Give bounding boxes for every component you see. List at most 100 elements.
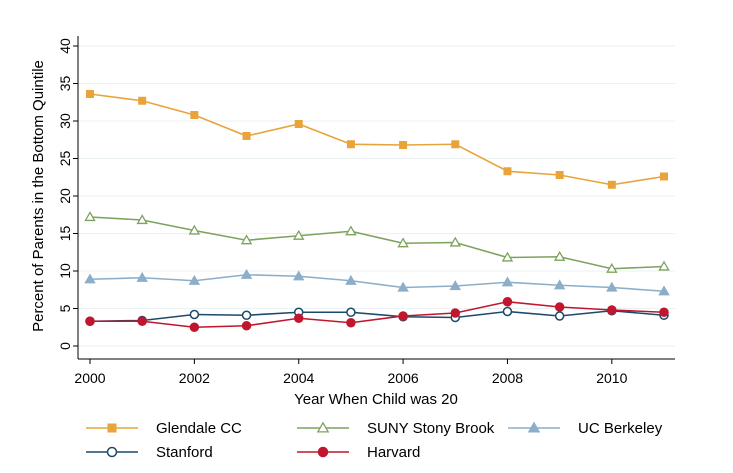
tick-labels: 0 5 10 15 20 25 30 35 40 2000 2002 2004 2006 2008 2010 <box>57 38 628 386</box>
data-point <box>553 279 566 290</box>
series-line <box>90 300 665 329</box>
axes <box>77 36 675 360</box>
data-point <box>555 171 564 179</box>
data-point <box>138 96 147 105</box>
data-point <box>607 305 617 315</box>
data-point <box>86 90 94 98</box>
data-point <box>293 313 304 323</box>
data-point <box>346 318 356 328</box>
y-tick-label: 20 <box>57 188 73 204</box>
data-point <box>659 307 669 317</box>
data-point <box>449 280 461 291</box>
data-point <box>240 234 253 245</box>
data-point <box>241 310 252 320</box>
x-tick-label: 2004 <box>283 370 314 386</box>
data-point <box>397 281 409 292</box>
legend-label: Harvard <box>367 444 420 461</box>
y-tick-label: 25 <box>57 151 73 167</box>
series-suny-stony-brook <box>84 211 670 273</box>
y-tick-label: 10 <box>57 263 73 279</box>
legend-marker <box>107 423 117 433</box>
data-point <box>553 250 566 261</box>
series-line <box>89 216 665 270</box>
data-point <box>606 281 618 292</box>
data-point <box>397 237 409 248</box>
y-tick-label: 30 <box>57 113 73 129</box>
data-point <box>554 311 565 321</box>
x-tick-label: 2008 <box>492 370 523 386</box>
data-point <box>188 224 201 235</box>
data-point <box>554 302 565 312</box>
data-point <box>190 111 199 119</box>
legend-marker <box>316 421 330 433</box>
legend-label: Stanford <box>156 444 213 461</box>
data-point <box>84 273 96 284</box>
data-point <box>293 270 305 281</box>
series-line <box>89 93 665 186</box>
data-point <box>502 306 513 317</box>
data-point <box>501 251 514 262</box>
x-axis-title: Year When Child was 20 <box>294 391 458 408</box>
series-uc-berkeley <box>84 268 670 296</box>
legend-label: Glendale CC <box>156 420 242 437</box>
data-point <box>346 307 356 317</box>
legend-marker <box>106 446 118 458</box>
data-point <box>451 140 460 149</box>
legend-item: Harvard <box>297 444 420 461</box>
x-tick-label: 2000 <box>74 370 105 386</box>
series-line <box>89 273 665 293</box>
y-tick-label: 35 <box>57 76 73 92</box>
data-point <box>502 297 513 307</box>
data-point <box>85 316 95 326</box>
series-glendale-cc <box>86 90 668 189</box>
legend-label: SUNY Stony Brook <box>367 420 495 437</box>
series-harvard <box>85 297 669 332</box>
y-tick-label: 40 <box>57 38 73 54</box>
legend-item: Glendale CC <box>86 420 242 437</box>
legend-label: UC Berkeley <box>578 420 663 437</box>
data-point <box>241 321 252 331</box>
data-point <box>501 276 514 287</box>
data-point <box>242 132 251 140</box>
legend-item: Stanford <box>86 444 213 461</box>
data-point <box>345 225 357 236</box>
data-point <box>503 167 512 176</box>
series-line <box>89 309 665 323</box>
x-tick-label: 2006 <box>388 370 419 386</box>
data-point <box>240 268 253 279</box>
x-tick-label: 2002 <box>179 370 210 386</box>
legend-marker <box>317 446 329 458</box>
series-lines <box>84 90 670 332</box>
y-tick-label: 15 <box>57 226 73 242</box>
data-point <box>660 172 668 181</box>
data-point <box>293 229 305 240</box>
data-point <box>137 316 147 326</box>
series-stanford <box>85 306 669 326</box>
x-tick-label: 2010 <box>596 370 627 386</box>
legend-item: UC Berkeley <box>508 420 663 437</box>
data-point <box>189 322 200 332</box>
data-point <box>136 271 148 282</box>
y-tick-label: 0 <box>57 342 73 350</box>
data-point <box>449 236 461 247</box>
data-point <box>399 141 408 149</box>
data-point <box>398 311 408 321</box>
data-point <box>188 274 201 285</box>
legend: Glendale CC SUNY Stony Brook UC Berkeley St… <box>86 420 663 461</box>
data-point <box>450 308 461 318</box>
data-point <box>346 140 355 149</box>
data-point <box>658 285 670 296</box>
data-point <box>294 120 303 128</box>
y-tick-label: 5 <box>57 304 73 312</box>
data-point <box>607 180 616 189</box>
legend-marker <box>527 421 541 433</box>
legend-item: SUNY Stony Brook <box>297 420 495 437</box>
data-point <box>84 211 96 222</box>
data-point <box>658 260 670 271</box>
gridlines <box>78 45 675 347</box>
data-point <box>136 214 148 225</box>
data-point <box>606 262 618 273</box>
data-point <box>345 274 357 285</box>
